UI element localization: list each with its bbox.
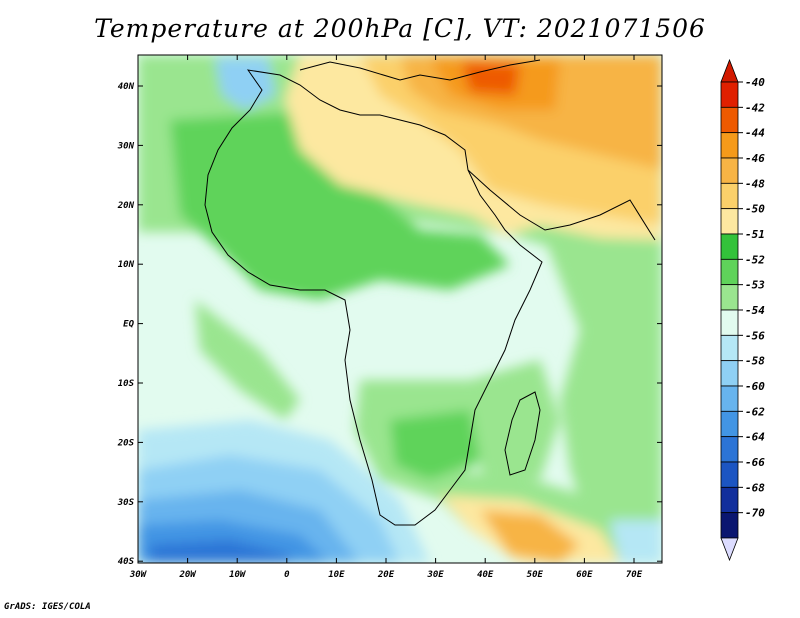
colorbar-swatch	[720, 461, 739, 488]
colorbar-swatch	[720, 208, 739, 235]
colorbar-swatch	[720, 512, 739, 539]
colorbar-label: -62	[745, 405, 765, 418]
colorbar-swatch	[720, 436, 739, 463]
colorbar-swatch	[720, 132, 739, 159]
lat-label: EQ	[123, 320, 134, 330]
lon-label: 20E	[377, 570, 395, 580]
colorbar-swatch	[720, 486, 739, 514]
colorbar-swatch	[720, 309, 739, 336]
lat-label: 40S	[118, 557, 135, 567]
colorbar-label: -68	[745, 481, 765, 494]
lat-label: 10N	[118, 260, 135, 270]
colorbar-swatch	[720, 284, 739, 311]
colorbar-swatch	[720, 258, 739, 286]
map-title: Temperature at 200hPa [C], VT: 202107150…	[94, 14, 706, 43]
colorbar-swatch	[720, 334, 739, 362]
lon-label: 0	[284, 570, 290, 580]
lat-label: 20N	[117, 201, 135, 211]
colorbar-label: -44	[745, 127, 765, 140]
colorbar-swatch	[720, 360, 739, 387]
colorbar-label: -54	[745, 304, 765, 317]
colorbar-label: -66	[745, 456, 765, 469]
colorbar-label: -50	[745, 203, 765, 216]
colorbar-top-arrow	[720, 58, 739, 83]
lat-label: 30S	[117, 498, 135, 508]
colorbar-label: -58	[745, 355, 765, 368]
colorbar-swatch	[720, 385, 739, 412]
lon-label: 50E	[527, 570, 544, 580]
colorbar-swatch	[720, 106, 739, 134]
lat-label: 40N	[118, 82, 135, 92]
lon-label: 10E	[328, 570, 345, 580]
lat-label: 20S	[117, 438, 135, 448]
lon-label: 10W	[229, 570, 247, 580]
lat-label: 10S	[118, 379, 135, 389]
colorbar-label: -51	[745, 228, 765, 241]
colorbar-swatch	[720, 410, 739, 438]
temperature-field	[138, 55, 662, 563]
lon-label: 60E	[576, 570, 593, 580]
colorbar-swatch	[720, 157, 739, 184]
colorbar-label: -48	[745, 177, 765, 190]
grads-credit: GrADS: IGES/COLA	[4, 602, 91, 612]
lon-label: 40E	[477, 570, 494, 580]
colorbar-label: -53	[745, 279, 765, 292]
colorbar-swatch	[720, 81, 739, 108]
lon-label: 70E	[626, 570, 643, 580]
lon-label: 30E	[426, 570, 444, 580]
colorbar-label: -46	[745, 152, 765, 165]
lon-label: 30W	[129, 570, 148, 580]
coastlines	[204, 59, 656, 526]
colorbar-label: -42	[745, 101, 765, 114]
lat-label: 30N	[117, 141, 135, 151]
colorbar-label: -64	[745, 431, 765, 444]
colorbar-swatch	[720, 182, 739, 210]
colorbar-swatch	[720, 233, 739, 260]
map-axes: 30W 20W 10W 0 10E 20E 30E 40E 50E 60E 70E 40N 30N 20N…	[117, 55, 662, 580]
colorbar-label: -60	[745, 380, 765, 393]
lon-label: 20W	[178, 570, 197, 580]
colorbar-bottom-arrow	[720, 537, 739, 562]
colorbar-label: -56	[745, 329, 765, 342]
colorbar-label: -52	[745, 253, 765, 266]
plot-frame	[137, 54, 663, 564]
colorbar-label: -70	[745, 507, 765, 520]
colorbar: -40 -42 -44 -46 -48 -50 -51 -52 -53 -54 -56 -58 -60 -…	[720, 58, 765, 562]
colorbar-label: -40	[745, 76, 765, 89]
